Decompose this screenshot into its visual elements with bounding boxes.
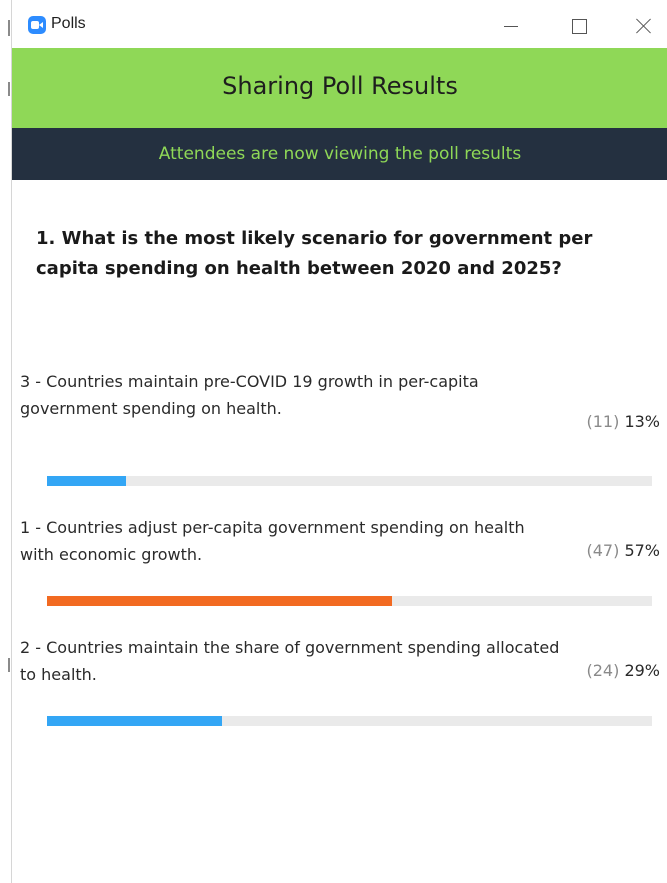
- result-bar-fill: [47, 596, 392, 606]
- maximize-button[interactable]: [559, 8, 599, 44]
- result-bar-fill: [47, 716, 223, 726]
- option-count: (11): [586, 412, 620, 431]
- edge-mark: [8, 658, 10, 672]
- poll-option: 3 - Countries maintain pre-COVID 19 grow…: [20, 368, 660, 488]
- poll-header: Sharing Poll Results: [12, 48, 667, 128]
- title-bar[interactable]: Polls: [12, 4, 667, 48]
- option-percent: 29%: [624, 661, 660, 680]
- option-count: (24): [586, 661, 620, 680]
- close-button[interactable]: [624, 8, 664, 44]
- option-count: (47): [586, 541, 620, 560]
- option-text: 1 - Countries adjust per-capita governme…: [20, 518, 525, 564]
- poll-option: 2 - Countries maintain the share of gove…: [20, 634, 660, 734]
- option-result: (11) 13%: [587, 412, 661, 431]
- maximize-icon: [572, 19, 587, 34]
- status-banner: Attendees are now viewing the poll resul…: [12, 128, 667, 180]
- poll-question: 1. What is the most likely scenario for …: [36, 228, 593, 279]
- zoom-camera-icon: [28, 16, 46, 34]
- poll-option: 1 - Countries adjust per-capita governme…: [20, 514, 660, 614]
- option-percent: 57%: [624, 541, 660, 560]
- window-title: Polls: [51, 15, 86, 32]
- edge-mark: [8, 20, 10, 36]
- result-bar: [47, 476, 652, 486]
- option-result: (47) 57%: [587, 541, 661, 560]
- minimize-button[interactable]: [490, 8, 530, 44]
- polls-window: Polls Sharing Poll Results Attendees are…: [11, 0, 667, 883]
- option-result: (24) 29%: [587, 661, 661, 680]
- minimize-icon: [504, 26, 518, 27]
- desktop-edge: [0, 0, 11, 883]
- header-title: Sharing Poll Results: [222, 72, 458, 100]
- option-text: 2 - Countries maintain the share of gove…: [20, 638, 560, 684]
- edge-mark: [8, 82, 10, 96]
- result-bar: [47, 716, 652, 726]
- result-bar-fill: [47, 476, 126, 486]
- option-text: 3 - Countries maintain pre-COVID 19 grow…: [20, 372, 479, 418]
- result-bar: [47, 596, 652, 606]
- banner-text: Attendees are now viewing the poll resul…: [158, 144, 522, 164]
- option-percent: 13%: [624, 412, 660, 431]
